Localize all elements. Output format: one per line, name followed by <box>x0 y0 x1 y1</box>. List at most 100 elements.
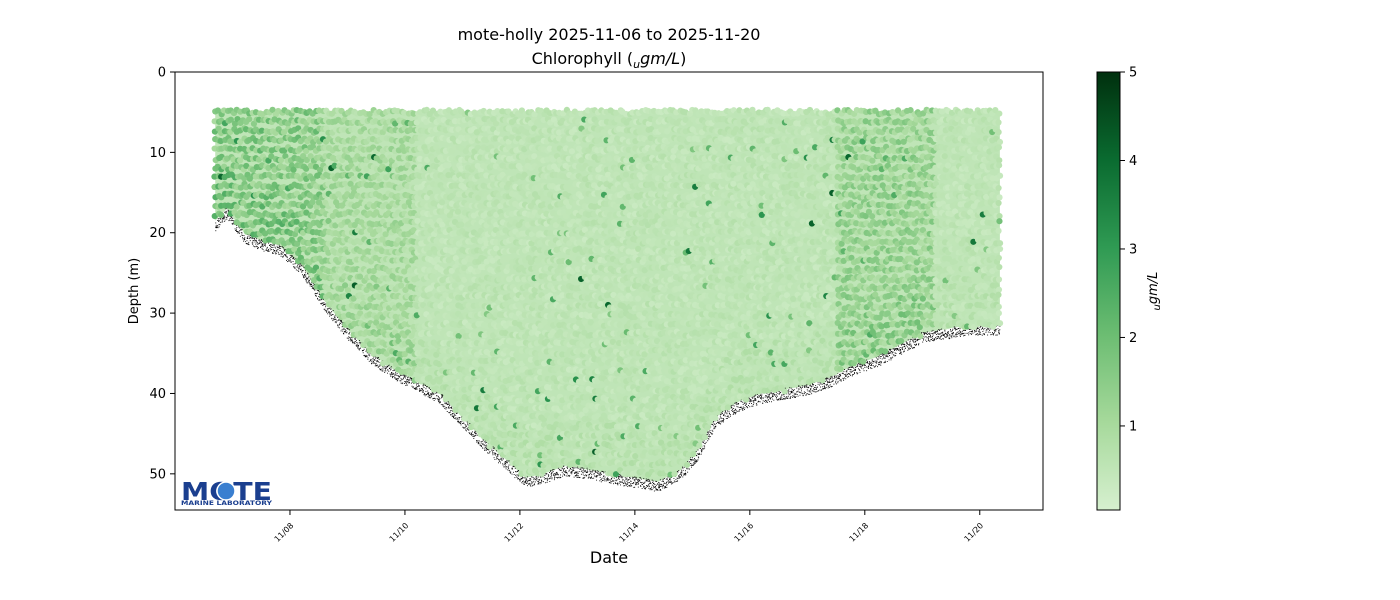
bottom-return-point <box>826 380 828 382</box>
bottom-return-point <box>428 388 430 390</box>
bottom-return-point <box>603 475 605 477</box>
bottom-return-point <box>597 470 599 472</box>
bottom-return-point <box>876 362 878 364</box>
bottom-return-point <box>423 383 425 385</box>
bottom-return-point <box>780 397 782 399</box>
bottom-return-point <box>778 399 780 401</box>
bottom-return-point <box>272 252 273 254</box>
bottom-return-point <box>886 355 888 357</box>
bottom-return-point <box>933 339 935 341</box>
bottom-return-point <box>522 480 524 482</box>
bottom-return-point <box>541 480 543 482</box>
bottom-return-point <box>563 465 565 467</box>
bottom-return-point <box>416 388 418 390</box>
bottom-return-point <box>318 291 320 293</box>
bottom-return-point <box>377 366 379 368</box>
bottom-return-point <box>635 483 636 485</box>
bottom-return-point <box>217 227 219 229</box>
bottom-return-point <box>395 373 396 375</box>
bottom-return-point <box>817 381 819 383</box>
bottom-return-point <box>649 479 650 481</box>
bottom-return-point <box>761 397 763 399</box>
bottom-return-point <box>628 484 630 486</box>
bottom-return-point <box>335 321 337 323</box>
bottom-return-point <box>523 477 525 479</box>
bottom-return-point <box>839 374 841 376</box>
bottom-return-point <box>593 475 595 477</box>
bottom-return-point <box>604 480 606 482</box>
bottom-return-point <box>987 334 989 336</box>
bottom-return-point <box>962 332 963 334</box>
bottom-return-point <box>563 468 564 470</box>
bottom-return-point <box>404 377 406 379</box>
bottom-return-point <box>710 432 712 434</box>
bottom-return-point <box>854 372 855 373</box>
bottom-return-point <box>969 333 971 335</box>
bottom-return-point <box>342 322 344 323</box>
bottom-return-point <box>290 261 292 263</box>
bottom-return-point <box>978 329 980 331</box>
bottom-return-point <box>652 481 654 483</box>
bottom-return-point <box>368 360 370 362</box>
bottom-return-point <box>872 365 874 367</box>
bottom-return-point <box>870 363 872 365</box>
bottom-return-point <box>790 387 792 389</box>
bottom-return-point <box>685 473 687 475</box>
bottom-return-point <box>591 476 592 478</box>
bottom-return-point <box>286 259 287 261</box>
bottom-return-point <box>240 229 242 231</box>
bottom-return-point <box>407 376 409 378</box>
bottom-return-point <box>491 449 493 451</box>
bottom-return-point <box>673 480 675 482</box>
bottom-return-point <box>769 392 771 394</box>
bottom-return-point <box>684 474 685 476</box>
chlorophyll-point <box>401 203 408 210</box>
bottom-return-point <box>325 304 327 306</box>
bottom-return-point <box>524 477 526 479</box>
bottom-return-point <box>280 253 282 255</box>
bottom-return-point <box>837 373 839 374</box>
bottom-return-point <box>980 325 982 327</box>
bottom-return-point <box>436 397 438 399</box>
bottom-return-point <box>665 482 667 484</box>
bottom-return-point <box>833 378 835 379</box>
bottom-return-point <box>584 476 586 478</box>
bottom-return-point <box>226 217 228 219</box>
chlorophyll-point <box>410 110 417 117</box>
bottom-return-point <box>859 365 861 367</box>
bottom-return-point <box>377 357 379 358</box>
bottom-return-point <box>872 360 874 362</box>
bottom-return-point <box>904 344 906 345</box>
bottom-return-point <box>324 310 326 312</box>
bottom-return-point <box>571 467 573 469</box>
bottom-return-point <box>439 401 441 403</box>
bottom-return-point <box>580 467 582 469</box>
bottom-return-point <box>942 333 944 335</box>
bottom-return-point <box>424 393 425 395</box>
bottom-return-point <box>855 366 857 368</box>
bottom-return-point <box>681 469 683 471</box>
bottom-return-point <box>227 216 229 217</box>
bottom-return-point <box>313 284 315 285</box>
bottom-return-point <box>751 405 753 407</box>
bottom-return-point <box>513 474 515 475</box>
bottom-return-point <box>496 456 498 458</box>
bottom-return-point <box>870 367 872 369</box>
bottom-return-point <box>852 367 854 368</box>
bottom-return-point <box>396 380 398 382</box>
bottom-return-point <box>224 211 226 213</box>
bottom-return-point <box>397 375 399 377</box>
bottom-return-point <box>326 311 328 313</box>
bottom-return-point <box>522 481 524 483</box>
chlorophyll-point <box>243 162 250 170</box>
bottom-return-point <box>816 386 818 388</box>
bottom-return-point <box>953 335 955 337</box>
bottom-return-point <box>318 300 320 301</box>
bottom-return-point <box>783 395 785 397</box>
chlorophyll-point <box>407 126 414 133</box>
bottom-return-point <box>246 243 248 245</box>
bottom-return-point <box>982 328 984 329</box>
bottom-return-point <box>223 217 225 219</box>
bottom-return-point <box>342 330 344 332</box>
bottom-return-point <box>853 367 855 369</box>
